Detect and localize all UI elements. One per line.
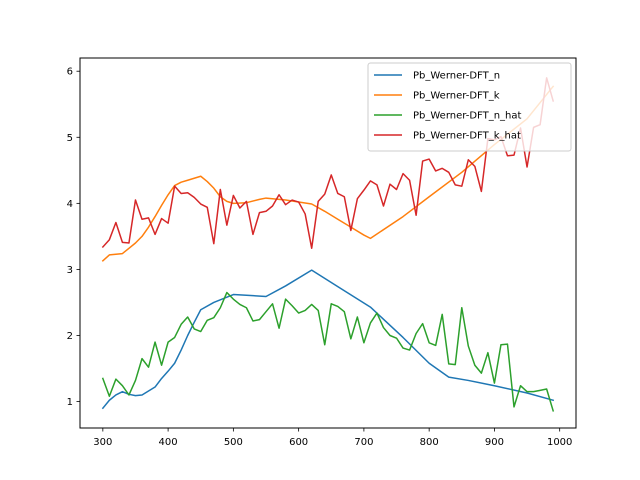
x-axis: 300 400 500 600 700 800 900 1000: [93, 428, 572, 448]
y-axis: 1 2 3 4 5 6: [67, 67, 80, 408]
x-tick-label-6: 900: [485, 437, 504, 448]
legend-label-3: Pb_Werner-DFT_k_hat: [413, 131, 521, 142]
y-tick-label-5: 6: [67, 67, 73, 78]
x-tick-label-7: 1000: [547, 437, 572, 448]
x-tick-label-4: 700: [354, 437, 373, 448]
x-tick-label-1: 400: [159, 437, 178, 448]
legend-label-1: Pb_Werner-DFT_k: [413, 91, 500, 102]
series-line-2: [101, 291, 555, 412]
axes-frame: [79, 57, 577, 429]
x-tick-label-5: 800: [420, 437, 439, 448]
x-tick-label-0: 300: [93, 437, 112, 448]
legend-label-0: Pb_Werner-DFT_n: [413, 71, 500, 82]
legend-box: [367, 62, 572, 152]
y-tick-label-2: 3: [67, 265, 73, 276]
series-line-3: [101, 77, 555, 250]
legend-label-2: Pb_Werner-DFT_n_hat: [413, 111, 522, 122]
x-tick-label-3: 600: [289, 437, 308, 448]
series-line-0: [101, 269, 555, 410]
x-tick-label-2: 500: [224, 437, 243, 448]
y-tick-label-0: 1: [67, 397, 73, 408]
y-tick-label-4: 5: [67, 133, 73, 144]
legend: Pb_Werner-DFT_n Pb_Werner-DFT_k Pb_Werner-…: [367, 62, 572, 152]
y-tick-label-1: 2: [67, 331, 73, 342]
plot-lines: [101, 77, 555, 412]
y-tick-label-3: 4: [67, 199, 73, 210]
series-line-1: [101, 85, 555, 262]
